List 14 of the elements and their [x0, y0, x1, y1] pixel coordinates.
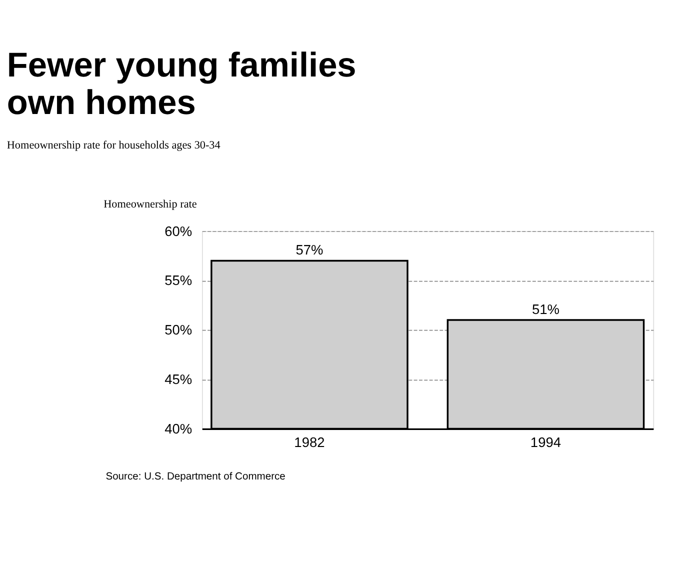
data-label: 51% [532, 302, 560, 318]
y-tick-label: 40% [164, 421, 192, 436]
x-tick-label: 1994 [530, 435, 562, 450]
text: Homeownership rate for households ages 30-34 [6, 140, 221, 152]
text: Fewer young families [6, 46, 356, 84]
y-tick-label: 60% [164, 224, 192, 239]
y-axis-title: Homeownership rate [104, 198, 197, 210]
x-tick-label: 1982 [294, 435, 325, 450]
y-tick-label: 50% [164, 322, 192, 338]
text: own homes [6, 84, 196, 122]
y-tick-label: 45% [164, 372, 192, 388]
data-label: 57% [296, 242, 324, 258]
y-tick-label: 55% [164, 273, 192, 288]
source-note: Source: U.S. Department of Commerce [106, 471, 286, 482]
